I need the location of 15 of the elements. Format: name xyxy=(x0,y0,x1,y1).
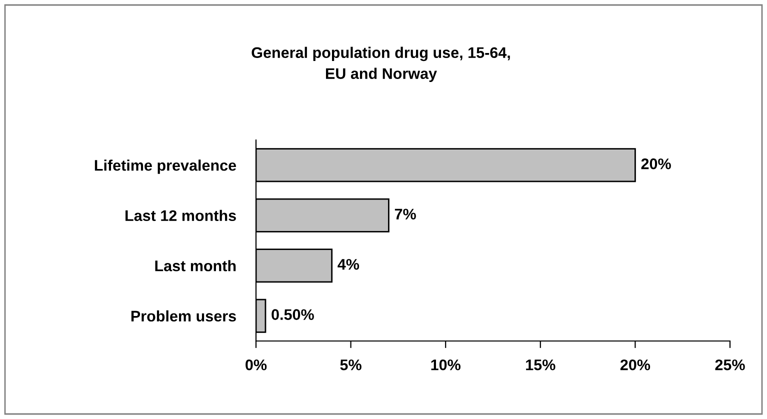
x-tick-label: 20% xyxy=(620,359,650,370)
y-tick-label: Problem users xyxy=(131,310,236,322)
x-tick-label: 25% xyxy=(715,359,745,370)
data-label: 7% xyxy=(394,208,416,220)
data-label: 0.50% xyxy=(272,309,314,320)
chart-title: General population drug use, 15-64, EU and Norway xyxy=(252,46,510,82)
y-tick-label: Last 12 months xyxy=(126,210,236,222)
x-tick-label: 5% xyxy=(340,359,362,370)
y-tick-label: Last month xyxy=(155,260,236,272)
y-tick-label: Lifetime prevalence xyxy=(94,160,236,174)
x-tick-label: 15% xyxy=(526,359,556,370)
x-tick-label: 10% xyxy=(431,359,460,370)
data-label: 4% xyxy=(338,258,360,270)
x-tick-label: 0% xyxy=(246,359,267,370)
data-label: 20% xyxy=(641,158,671,170)
